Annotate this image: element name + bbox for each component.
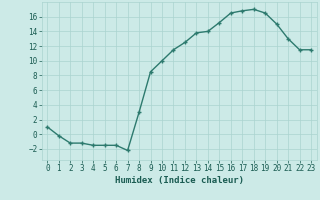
X-axis label: Humidex (Indice chaleur): Humidex (Indice chaleur) xyxy=(115,176,244,185)
